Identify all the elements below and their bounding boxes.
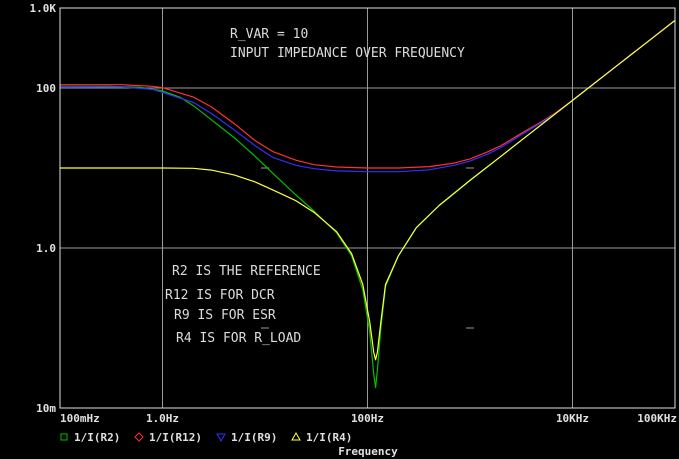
legend-label: 1/I(R12) <box>149 431 202 444</box>
series-layer <box>59 19 676 389</box>
x-tick-labels: 100mHz 1.0Hz 100Hz 10KHz 100KHz <box>60 412 677 425</box>
legend-entry: 1/I(R12) <box>134 431 202 444</box>
y-tick-labels: 10m 1.0 100 1.0K <box>30 2 57 415</box>
y-tick-label: 100 <box>36 82 56 95</box>
annotation-r9: R9 IS FOR ESR <box>174 308 276 323</box>
annotation-rvar: R_VAR = 10 <box>230 27 308 42</box>
series-line-1ir4 <box>60 19 676 361</box>
legend-marker <box>60 433 68 441</box>
legend-marker <box>134 432 144 442</box>
grid <box>59 7 676 409</box>
plot-frame <box>59 7 676 409</box>
legend-label: 1/I(R9) <box>231 431 277 444</box>
legend-marker <box>291 431 301 441</box>
x-axis-label: Frequency <box>338 445 398 458</box>
legend-label: 1/I(R2) <box>74 431 120 444</box>
x-tick-label: 100mHz <box>60 412 100 425</box>
annotation-title: INPUT IMPEDANCE OVER FREQUENCY <box>230 46 465 61</box>
annotation-r4: R4 IS FOR R_LOAD <box>176 331 301 346</box>
x-tick-label: 1.0Hz <box>146 412 179 425</box>
y-tick-label: 1.0 <box>36 242 56 255</box>
legend-entry: 1/I(R2) <box>60 431 120 444</box>
annotation-r2: R2 IS THE REFERENCE <box>172 264 321 279</box>
legend-entry: 1/I(R9) <box>216 431 277 444</box>
legend-marker <box>216 433 226 443</box>
x-tick-label: 10KHz <box>556 412 589 425</box>
y-tick-label: 10m <box>36 402 56 415</box>
x-tick-label: 100KHz <box>637 412 677 425</box>
x-tick-label: 100Hz <box>351 412 384 425</box>
y-tick-label: 1.0K <box>30 2 57 15</box>
legend: 1/I(R2) 1/I(R12) 1/I(R9) 1/I(R4) <box>60 431 352 444</box>
annotation-r12: R12 IS FOR DCR <box>165 288 275 303</box>
legend-label: 1/I(R4) <box>306 431 352 444</box>
legend-entry: 1/I(R4) <box>291 431 352 444</box>
series-line-1ir12 <box>60 19 676 169</box>
